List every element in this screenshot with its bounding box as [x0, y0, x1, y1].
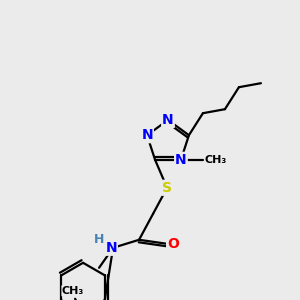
Text: S: S — [162, 181, 172, 195]
Text: H: H — [94, 233, 104, 246]
Text: N: N — [105, 241, 117, 255]
Text: CH₃: CH₃ — [62, 286, 84, 296]
Text: O: O — [167, 237, 179, 251]
Text: N: N — [162, 113, 174, 127]
Text: N: N — [175, 153, 187, 167]
Text: CH₃: CH₃ — [205, 155, 227, 165]
Text: N: N — [141, 128, 153, 142]
